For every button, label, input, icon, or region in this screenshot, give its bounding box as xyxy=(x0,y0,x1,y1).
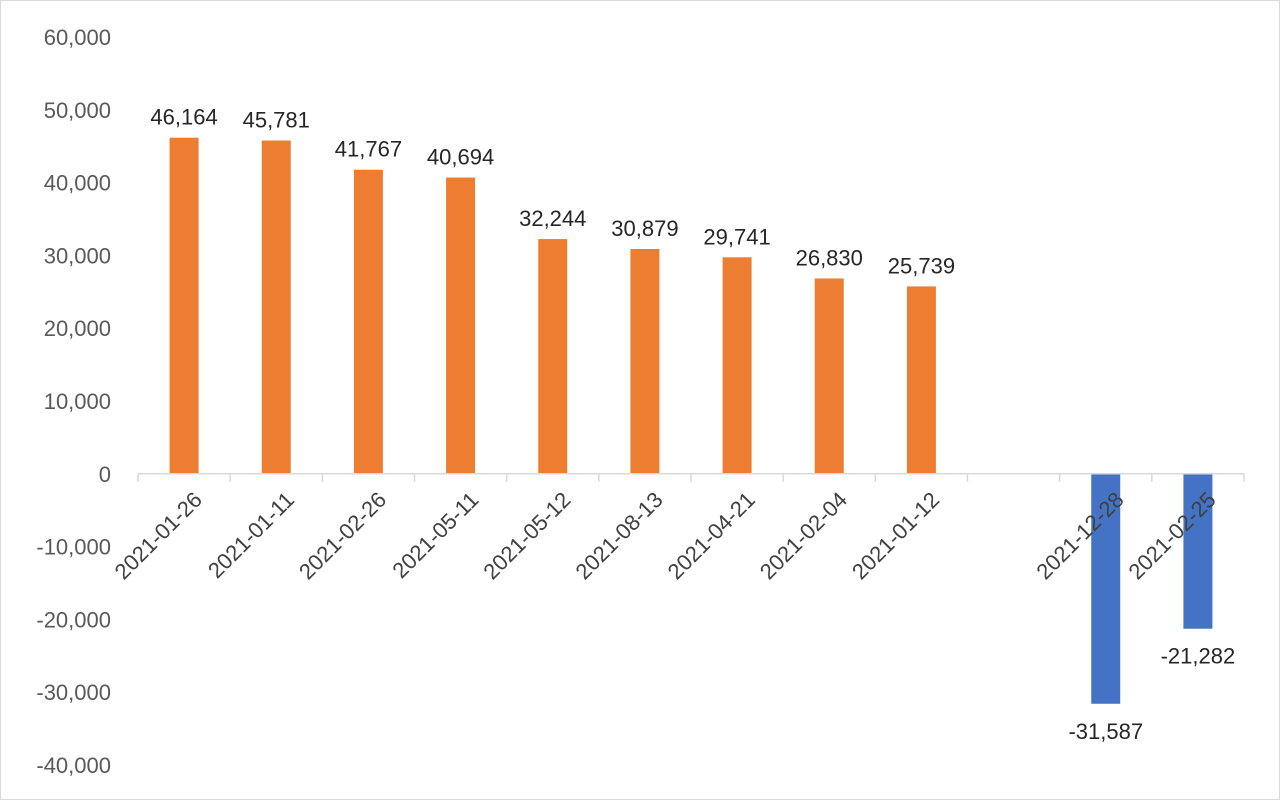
x-tick-label-2021-02-26: 2021-02-26 xyxy=(294,487,391,584)
bar-2021-08-13 xyxy=(630,249,660,474)
data-labels: 46,164 45,781 41,767 40,694 32,244 30,879 29,7… xyxy=(150,105,1235,744)
y-tick-label: -10,000 xyxy=(36,535,111,560)
y-axis: 60,000 50,000 40,000 30,000 20,000 10,000 0 -10… xyxy=(36,25,111,778)
x-axis xyxy=(137,473,1245,482)
y-tick-label: -20,000 xyxy=(36,607,111,632)
data-label-2021-04-21: 29,741 xyxy=(703,224,770,249)
x-tick-label-2021-01-12: 2021-01-12 xyxy=(847,487,944,584)
x-tick-label-2021-08-13: 2021-08-13 xyxy=(571,487,668,584)
y-tick-label: 20,000 xyxy=(44,316,111,341)
data-label-2021-02-04: 26,830 xyxy=(796,245,863,270)
y-tick-label: 10,000 xyxy=(44,389,111,414)
bar-2021-02-26 xyxy=(353,169,383,474)
bar-2021-04-21 xyxy=(722,257,752,474)
y-tick-label: -30,000 xyxy=(36,680,111,705)
bar-2021-01-26 xyxy=(169,137,199,474)
x-tick-label-2021-01-11: 2021-01-11 xyxy=(203,487,299,583)
x-tick-label-2021-04-21: 2021-04-21 xyxy=(663,487,760,584)
data-label-2021-01-11: 45,781 xyxy=(243,108,310,133)
data-label-2021-01-12: 25,739 xyxy=(888,253,955,278)
bar-2021-02-04 xyxy=(814,278,844,474)
bar-2021-12-28 xyxy=(1091,473,1121,704)
y-tick-label: 60,000 xyxy=(44,25,111,50)
y-tick-label: 40,000 xyxy=(44,171,111,196)
data-label-2021-05-11: 40,694 xyxy=(427,145,494,170)
bar-2021-05-11 xyxy=(446,177,476,474)
data-label-2021-01-26: 46,164 xyxy=(150,105,217,130)
x-tick-labels: 2021-01-262021-01-112021-02-262021-05-11… xyxy=(110,487,1221,584)
data-label-2021-02-25: -21,282 xyxy=(1161,644,1236,669)
bar-series xyxy=(169,137,1213,704)
bar-2021-01-11 xyxy=(261,140,291,474)
data-label-2021-08-13: 30,879 xyxy=(611,216,678,241)
bar-2021-01-12 xyxy=(906,286,936,474)
x-tick-label-2021-02-04: 2021-02-04 xyxy=(755,487,852,584)
y-tick-label: 0 xyxy=(99,462,111,487)
data-label-2021-05-12: 32,244 xyxy=(519,206,586,231)
data-label-2021-02-26: 41,767 xyxy=(335,137,402,162)
x-tick-label-2021-01-26: 2021-01-26 xyxy=(110,487,207,584)
bar-2021-02-25 xyxy=(1183,473,1213,629)
y-tick-label: 30,000 xyxy=(44,243,111,268)
y-tick-label: 50,000 xyxy=(44,98,111,123)
data-label-2021-12-28: -31,587 xyxy=(1068,719,1143,744)
y-tick-label: -40,000 xyxy=(36,753,111,778)
x-tick-label-2021-05-11: 2021-05-11 xyxy=(387,487,483,583)
x-tick-label-2021-05-12: 2021-05-12 xyxy=(478,487,575,584)
bar-2021-05-12 xyxy=(538,239,568,474)
